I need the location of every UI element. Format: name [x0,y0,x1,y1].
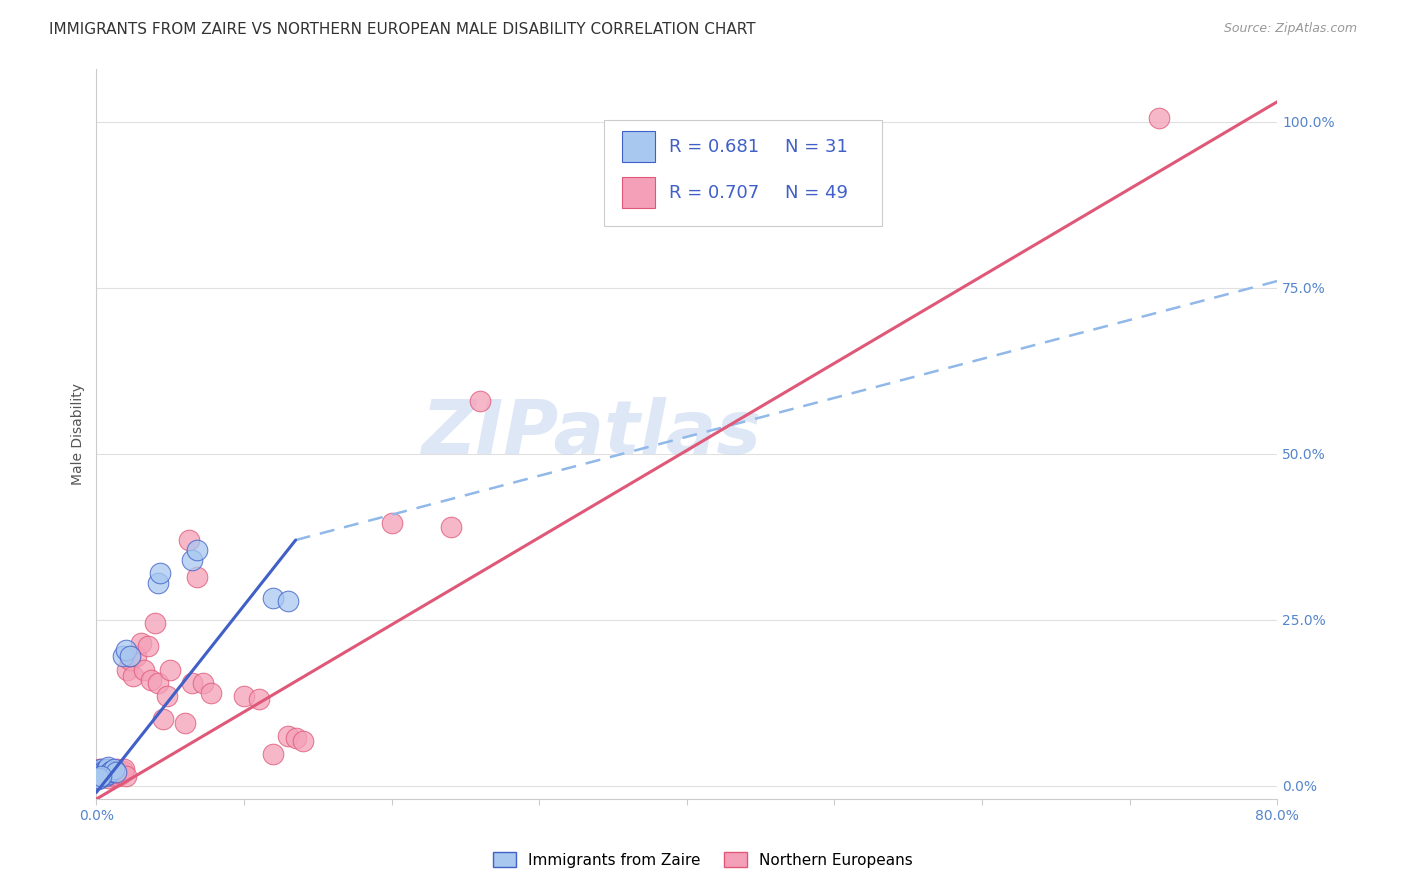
Point [94,769,117,783]
Point [145,616,167,631]
Point [97,760,120,774]
Point [93,767,115,781]
Point [103,765,125,780]
Point [125,649,148,664]
Point [101,769,124,783]
Point [1147,112,1170,126]
Bar [621,178,655,208]
Text: N = 31: N = 31 [785,137,848,156]
Point [89,762,111,776]
Point [107,769,129,783]
Point [104,767,127,781]
Point [87,765,110,780]
Point [132,663,155,677]
Point [98,765,121,780]
Point [91,765,114,780]
Point [110,767,132,781]
Point [105,762,128,776]
Point [470,393,492,408]
Bar [621,131,655,162]
Point [98,767,121,781]
Point [129,636,152,650]
Point [90,762,112,776]
Text: Source: ZipAtlas.com: Source: ZipAtlas.com [1223,22,1357,36]
Point [191,676,214,690]
Point [111,649,134,664]
Point [115,642,138,657]
Point [122,669,145,683]
Point [159,663,181,677]
Point [156,689,179,703]
Point [233,689,256,703]
Point [292,733,315,747]
Point [111,764,134,779]
Point [179,533,201,547]
Point [115,769,138,783]
Point [181,676,204,690]
Point [103,762,125,776]
FancyBboxPatch shape [605,120,882,226]
Text: R = 0.707: R = 0.707 [669,184,759,202]
Point [284,731,307,745]
Text: N = 49: N = 49 [785,184,848,202]
Point [139,673,162,687]
Point [94,765,117,780]
Point [93,769,115,783]
Point [263,591,285,606]
Point [117,663,139,677]
Point [149,566,172,581]
Point [100,764,122,779]
Text: ZIPatlas: ZIPatlas [422,397,762,470]
Point [93,764,115,779]
Point [90,769,112,783]
Point [181,553,204,567]
Point [152,712,174,726]
Point [97,767,120,781]
Point [120,649,142,664]
Point [87,764,110,779]
Point [263,747,285,761]
Point [87,772,110,786]
Point [186,569,208,583]
Point [148,676,170,690]
Point [440,520,463,534]
Point [200,686,222,700]
Legend: Immigrants from Zaire, Northern Europeans: Immigrants from Zaire, Northern European… [486,846,920,873]
Point [174,715,197,730]
Point [108,765,131,780]
Point [136,640,159,654]
Point [186,543,208,558]
Point [87,765,110,780]
Point [91,764,114,779]
Text: IMMIGRANTS FROM ZAIRE VS NORTHERN EUROPEAN MALE DISABILITY CORRELATION CHART: IMMIGRANTS FROM ZAIRE VS NORTHERN EUROPE… [49,22,756,37]
Point [89,771,111,785]
Point [148,576,170,591]
Point [94,765,117,780]
Point [96,762,118,776]
Point [100,764,122,779]
Point [112,762,135,776]
Text: R = 0.681: R = 0.681 [669,137,759,156]
Point [89,767,111,781]
Point [247,692,270,706]
Point [381,516,404,531]
Point [96,762,118,776]
Point [277,729,299,743]
Point [90,767,112,781]
Point [277,594,299,608]
Point [91,769,114,783]
Point [89,765,111,780]
Y-axis label: Male Disability: Male Disability [72,383,86,484]
Point [120,652,142,666]
Point [90,764,112,779]
Point [97,771,120,785]
Point [104,765,127,780]
